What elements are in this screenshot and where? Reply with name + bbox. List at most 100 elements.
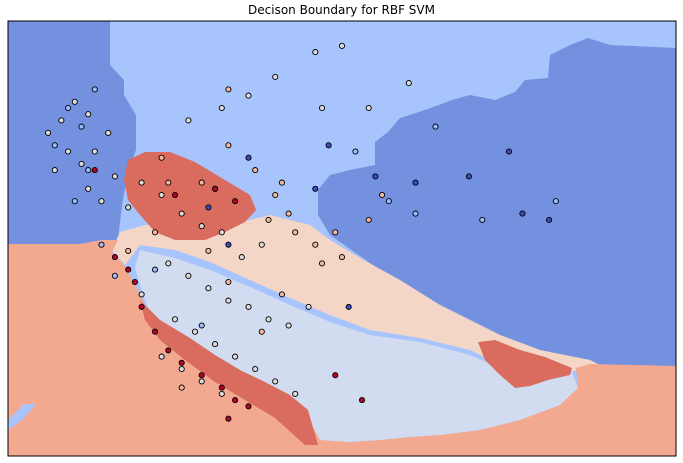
point-light-blue-12: [552, 198, 559, 205]
axes-frame: [7, 20, 677, 457]
point-light-blue-16: [198, 322, 205, 329]
point-dark-red-9: [218, 384, 225, 391]
point-pale-grey-4: [65, 148, 72, 155]
point-dark-red-4: [138, 303, 145, 310]
point-light-blue-8: [385, 198, 392, 205]
point-dark-blue-9: [205, 204, 212, 211]
point-pale-red-6: [285, 210, 292, 217]
point-pale-grey-46: [185, 117, 192, 124]
point-pale-grey-29: [191, 328, 199, 335]
point-pale-grey-15: [178, 210, 185, 217]
point-pale-red-23: [225, 86, 232, 93]
point-pale-red-20: [278, 179, 285, 186]
points-layer: [45, 42, 559, 422]
region-dark-red-strip: [140, 300, 318, 445]
point-pale-grey-16: [198, 223, 205, 230]
point-dark-red-17: [232, 198, 239, 205]
point-pale-grey-42: [405, 80, 412, 87]
point-pale-red-15: [125, 247, 132, 254]
point-pale-grey-5: [78, 160, 85, 167]
point-dark-red-7: [178, 359, 185, 366]
point-pale-red-19: [178, 384, 185, 391]
point-pale-grey-32: [252, 365, 259, 373]
point-dark-blue-6: [245, 154, 252, 161]
point-pale-grey-31: [232, 353, 239, 360]
point-pale-red-1: [252, 167, 259, 174]
chart-title: Decison Boundary for RBF SVM: [248, 3, 435, 17]
point-pale-grey-36: [178, 365, 185, 373]
point-dark-blue-1: [412, 179, 419, 186]
point-light-blue-2: [85, 167, 92, 174]
point-pale-grey-47: [318, 104, 326, 112]
point-pale-grey-41: [338, 42, 346, 49]
region-light-blue-wedge: [310, 140, 378, 165]
point-light-blue-10: [412, 210, 419, 217]
point-pale-red-11: [379, 191, 386, 199]
point-light-blue-1: [51, 142, 58, 149]
point-pale-red-3: [265, 216, 272, 223]
point-pale-grey-21: [185, 272, 192, 279]
point-pale-grey-14: [158, 191, 165, 199]
point-dark-red-8: [198, 372, 205, 379]
point-dark-blue-10: [345, 303, 352, 310]
point-pale-red-0: [225, 142, 232, 149]
point-pale-grey-19: [258, 241, 265, 248]
point-pale-grey-7: [105, 129, 112, 136]
point-pale-grey-45: [218, 104, 225, 112]
point-pale-grey-43: [272, 73, 279, 80]
point-pale-grey-33: [272, 378, 279, 385]
point-dark-red-14: [358, 397, 366, 404]
point-pale-grey-26: [285, 322, 292, 329]
point-light-blue-3: [91, 86, 98, 93]
point-dark-red-6: [165, 347, 172, 354]
point-light-blue-4: [71, 198, 78, 205]
point-dark-blue-0: [372, 173, 379, 180]
point-pale-grey-38: [218, 390, 225, 397]
point-pale-grey-40: [312, 49, 319, 56]
point-dark-blue-3: [505, 148, 513, 155]
region-salmon-left: [8, 240, 676, 456]
point-pale-grey-8: [51, 167, 58, 174]
point-light-blue-9: [432, 123, 439, 130]
point-pale-grey-13: [138, 179, 145, 186]
point-pale-red-5: [312, 241, 319, 248]
point-dark-red-3: [131, 278, 138, 286]
point-pale-grey-12: [125, 204, 132, 211]
point-light-blue-0: [65, 104, 72, 112]
point-pale-grey-25: [265, 316, 272, 323]
region-light-blue-chip: [8, 404, 36, 430]
point-pale-grey-18: [238, 254, 245, 261]
point-pale-red-12: [205, 247, 212, 254]
point-pale-grey-11: [111, 173, 118, 180]
point-dark-blue-4: [519, 210, 526, 217]
point-dark-red-16: [212, 185, 219, 192]
point-pale-grey-2: [71, 98, 78, 105]
point-light-blue-14: [151, 266, 159, 273]
point-pale-grey-24: [245, 303, 252, 310]
region-pale-blue: [135, 250, 578, 442]
point-pale-red-18: [278, 291, 285, 298]
point-dark-blue-5: [546, 216, 553, 223]
point-dark-red-1: [111, 254, 118, 261]
decision-regions: [8, 21, 676, 456]
point-pale-grey-9: [85, 185, 92, 192]
point-light-blue-13: [111, 272, 118, 279]
point-light-blue-6: [78, 123, 85, 130]
point-dark-blue-7: [312, 185, 319, 192]
point-light-blue-11: [479, 216, 486, 223]
point-dark-red-15: [171, 191, 179, 199]
point-pale-grey-0: [45, 129, 52, 136]
point-light-blue-5: [98, 241, 105, 248]
point-pale-grey-48: [365, 104, 372, 112]
point-dark-red-11: [245, 403, 252, 410]
region-pale-red-band: [112, 215, 600, 380]
point-pale-red-17: [225, 278, 232, 286]
point-pale-grey-1: [58, 117, 65, 124]
point-dark-red-10: [232, 397, 239, 404]
point-pale-red-10: [365, 216, 372, 223]
point-pale-red-21: [165, 179, 172, 186]
point-pale-grey-39: [138, 291, 145, 298]
point-pale-grey-30: [212, 341, 219, 348]
point-dark-blue-2: [465, 173, 472, 180]
